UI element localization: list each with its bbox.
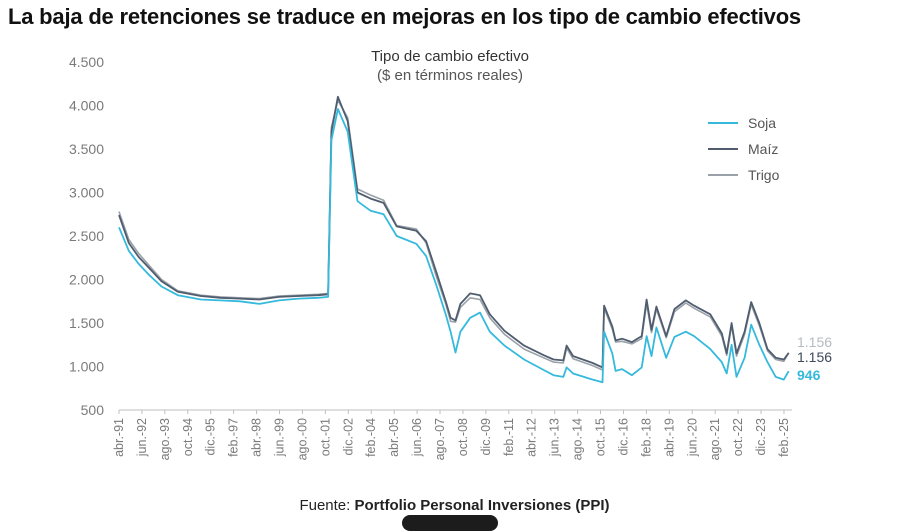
legend-label: Trigo <box>748 167 780 183</box>
source-name: Portfolio Personal Inversiones (PPI) <box>354 497 610 514</box>
x-tick-label: jun.-06 <box>410 418 424 457</box>
x-tick-label: dic.-23 <box>754 418 768 456</box>
chart-title: Tipo de cambio efectivo <box>371 48 529 65</box>
series-line-soja <box>118 108 790 384</box>
y-tick-label: 3.000 <box>69 185 104 201</box>
source-note: Fuente: Portfolio Personal Inversiones (… <box>0 497 909 514</box>
x-tick-label: feb.-97 <box>227 418 241 457</box>
x-tick-label: jun.-99 <box>273 418 287 457</box>
y-tick-label: 2.500 <box>69 228 104 244</box>
x-tick-label: ago.-07 <box>433 418 447 460</box>
legend-label: Maíz <box>748 141 778 157</box>
x-tick-label: dic.-95 <box>204 418 218 456</box>
end-label-maiz: 1.156 <box>797 349 832 365</box>
x-tick-label: ago.-21 <box>708 418 722 460</box>
series-line-maiz <box>118 95 790 369</box>
x-tick-label: feb.-04 <box>364 418 378 457</box>
x-tick-label: abr.-05 <box>387 418 401 457</box>
y-tick-label: 500 <box>81 402 105 418</box>
x-tick-label: ago.-93 <box>158 418 172 460</box>
x-tick-label: oct.-94 <box>181 418 195 456</box>
bottom-overlay-pill <box>402 515 498 531</box>
legend-label: Soja <box>748 115 776 131</box>
x-tick-label: dic.-16 <box>616 418 630 456</box>
x-tick-label: abr.-91 <box>112 418 126 457</box>
end-label-soja: 946 <box>797 367 821 383</box>
y-tick-label: 1.000 <box>69 359 104 375</box>
y-tick-label: 4.000 <box>69 98 104 114</box>
x-tick-label: oct.-08 <box>456 418 470 456</box>
x-tick-label: feb.-25 <box>777 418 791 457</box>
source-prefix: Fuente: <box>299 497 355 514</box>
x-tick-label: abr.-98 <box>250 418 264 457</box>
x-tick-label: oct.-01 <box>318 418 332 456</box>
x-tick-label: oct.-22 <box>731 418 745 456</box>
x-tick-label: oct.-15 <box>594 418 608 456</box>
y-tick-label: 3.500 <box>69 141 104 157</box>
x-tick-label: feb.-18 <box>639 418 653 457</box>
headline: La baja de retenciones se traduce en mej… <box>8 4 801 29</box>
y-tick-label: 2.000 <box>69 272 104 288</box>
series-line-trigo <box>118 99 790 371</box>
x-tick-label: dic.-09 <box>479 418 493 456</box>
x-tick-label: ago.-14 <box>571 418 585 460</box>
x-tick-label: abr.-12 <box>525 418 539 457</box>
y-tick-label: 4.500 <box>69 54 104 70</box>
y-tick-label: 1.500 <box>69 315 104 331</box>
x-tick-label: feb.-11 <box>502 418 516 456</box>
chart-subtitle: ($ en términos reales) <box>377 67 523 84</box>
x-tick-label: abr.-19 <box>662 418 676 457</box>
x-tick-label: jun.-92 <box>135 418 149 457</box>
x-tick-label: jun.-13 <box>548 418 562 457</box>
x-tick-label: ago.-00 <box>295 418 309 460</box>
x-tick-label: jun.-20 <box>685 418 699 457</box>
end-label-trigo: 1.156 <box>797 334 832 350</box>
x-tick-label: dic.-02 <box>341 418 355 456</box>
